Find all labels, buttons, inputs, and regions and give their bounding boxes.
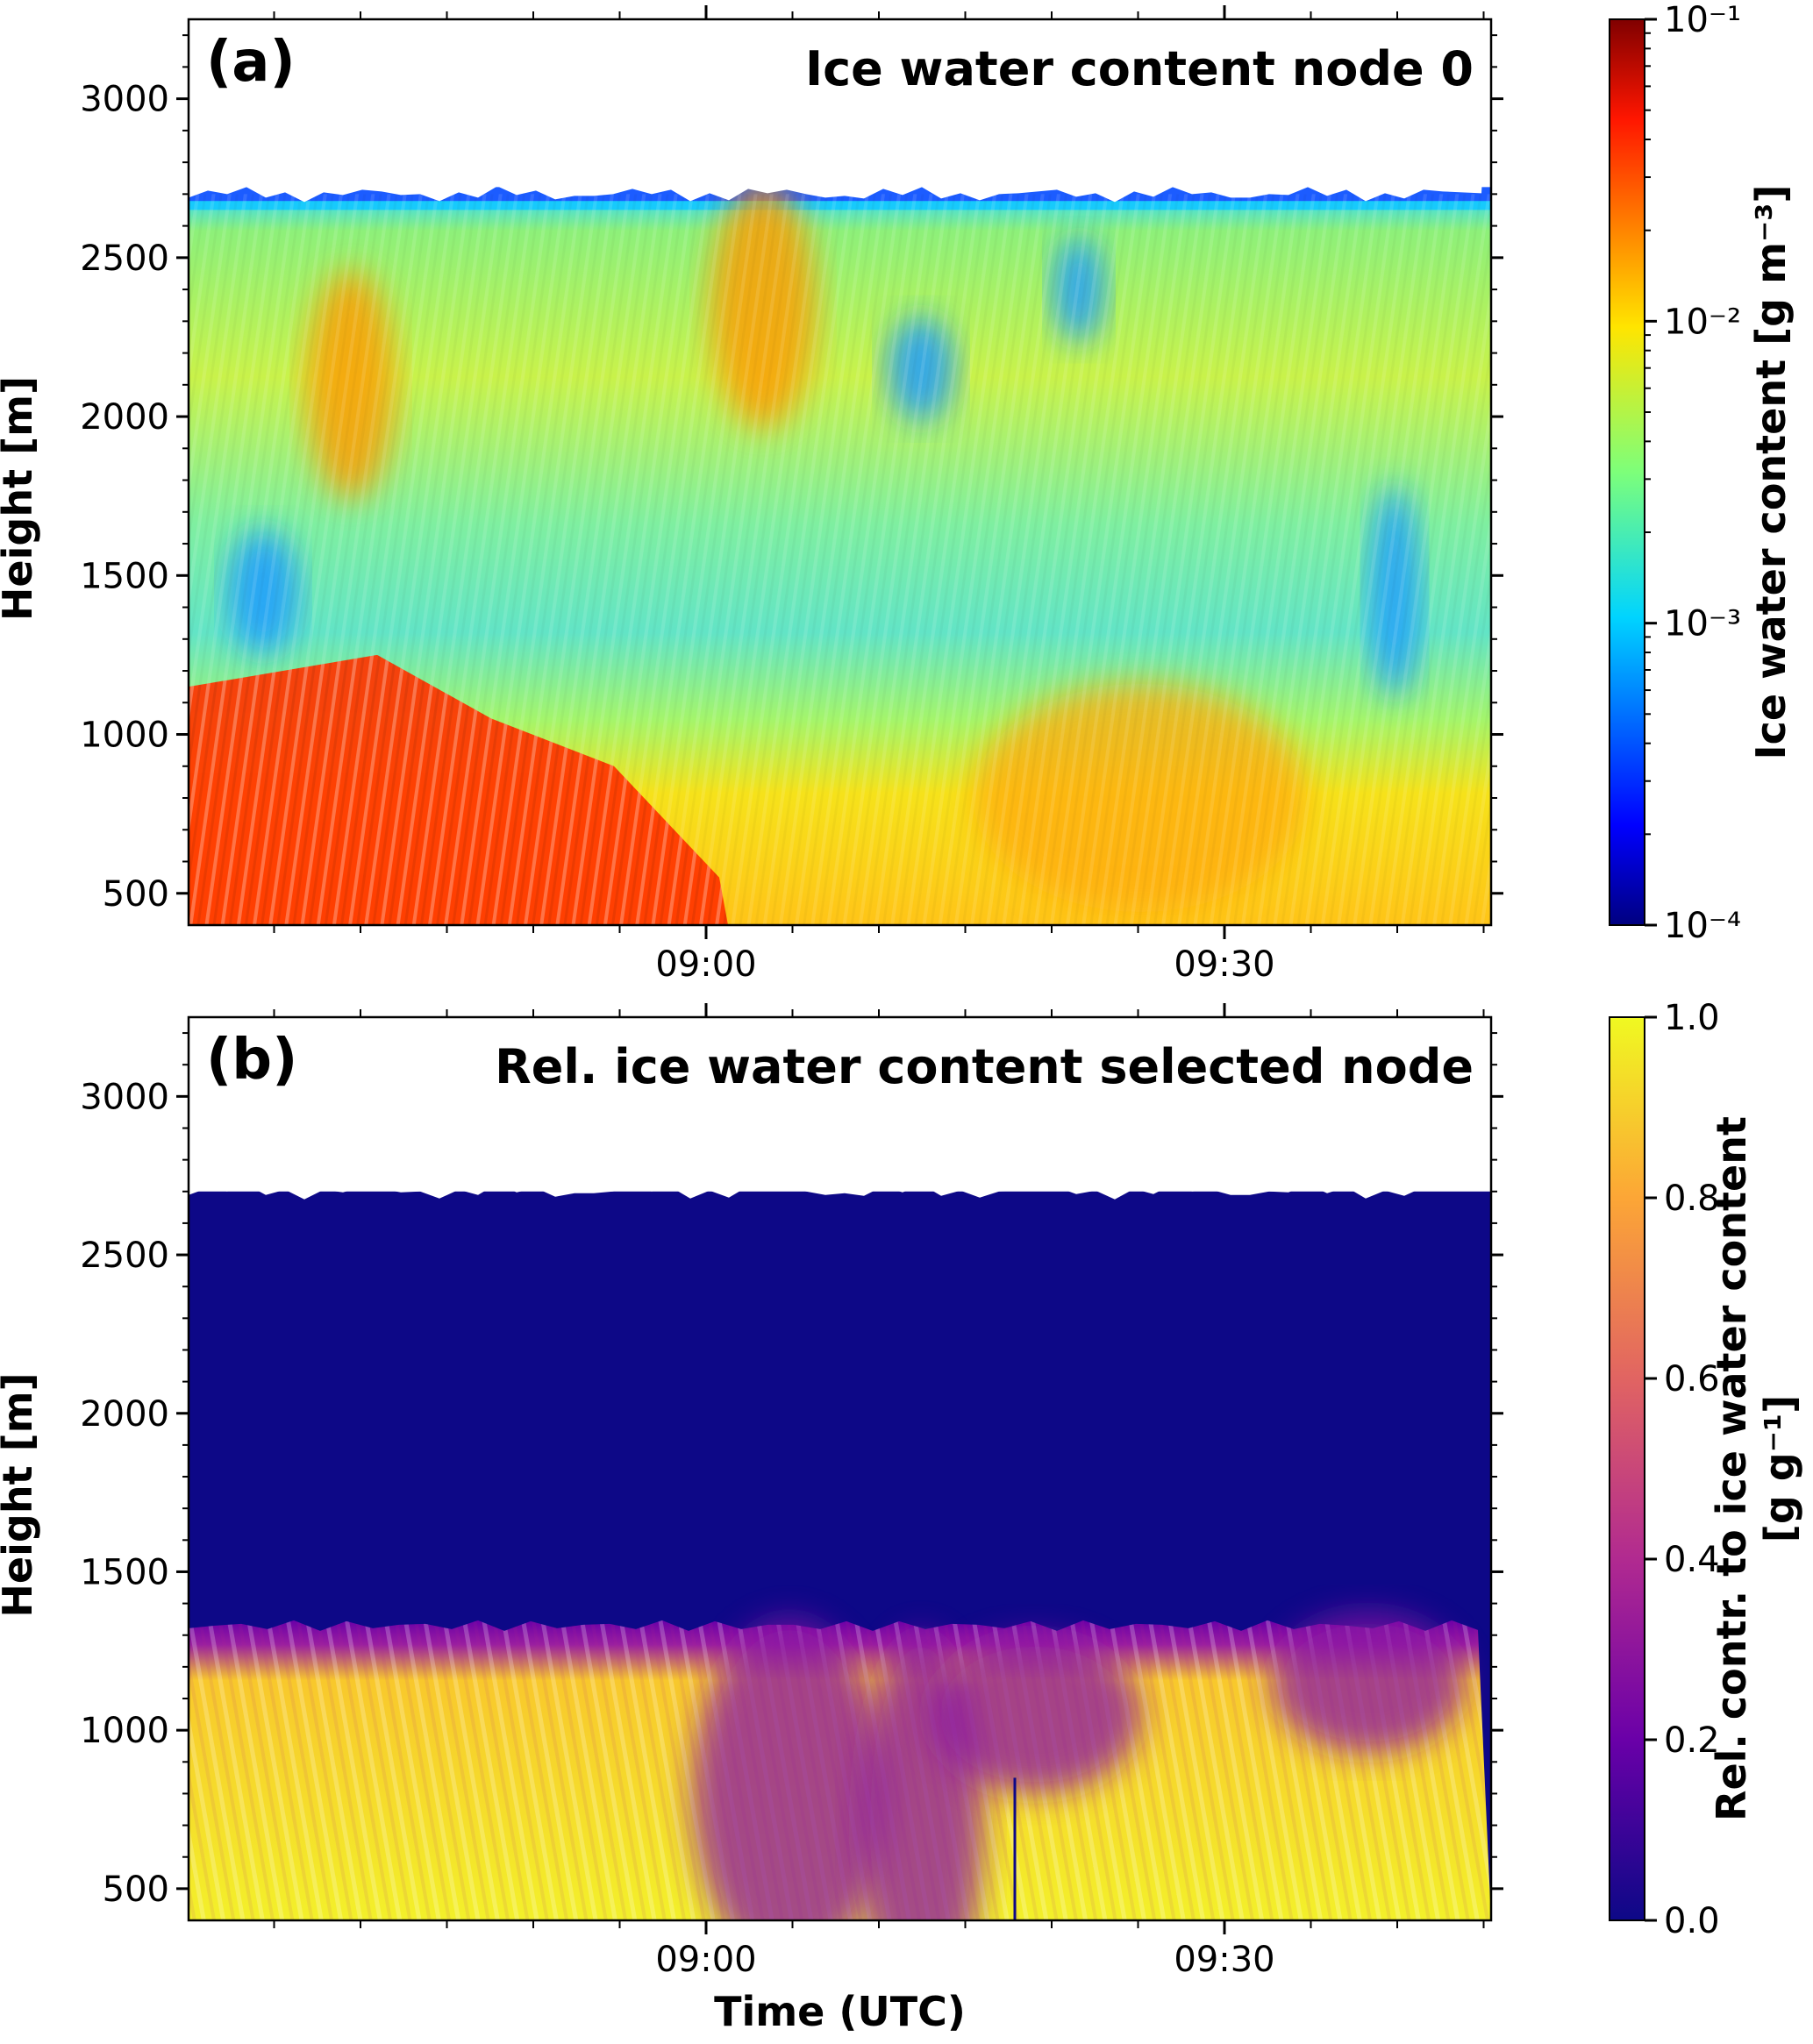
colorbar-b-tick-label-1: 0.2 — [1664, 1720, 1720, 1761]
panel-a-axes-frame — [187, 18, 1493, 927]
colorbar-b-label-line1: Rel. contr. to ice water content — [1708, 1116, 1755, 1821]
panel-a-heatmap-field — [189, 19, 1491, 925]
panel-a-texture — [189, 194, 1491, 925]
panel-b-reduced-contribution-patch-0 — [693, 1618, 886, 1920]
panel-a-y-tick-label-500: 500 — [103, 874, 169, 915]
panel-b-reduced-contribution-patch-2 — [1272, 1612, 1465, 1753]
colorbar-b-tick-label-0: 0.0 — [1664, 1901, 1720, 1941]
colorbar-a-tick-label-1: 10⁻³ — [1664, 604, 1741, 645]
panel-b-ticks: 500 1000 1500 2000 2500 3000 09:00 09:30 — [80, 1003, 1503, 1980]
colorbar-b-tick-label-5: 1.0 — [1664, 998, 1720, 1038]
panel-b-y-tick-label-2500: 2500 — [80, 1236, 169, 1276]
panel-a-y-tick-label-3000: 3000 — [80, 80, 169, 120]
panel-b-title: Rel. ice water content selected node — [495, 1039, 1474, 1094]
colorbar-a-gradient — [1609, 18, 1645, 926]
panel-b-x-tick-label-1: 09:30 — [1174, 1940, 1274, 1980]
panel-a-label: (a) — [206, 30, 296, 95]
panel-a-clear-sky — [189, 19, 1491, 203]
colorbar-a: 10⁻⁴ 10⁻³ 10⁻² 10⁻¹ Ice water content [g m⁻… — [1609, 0, 1795, 946]
panel-a-y-tick-label-1000: 1000 — [80, 716, 169, 756]
colorbar-b-tick-label-3: 0.6 — [1664, 1359, 1720, 1399]
colorbar-b: 0.0 0.2 0.4 0.6 0.8 1.0 Rel. contr. to ice wa… — [1609, 998, 1803, 1941]
colorbar-a-ticks: 10⁻⁴ 10⁻³ 10⁻² 10⁻¹ — [1645, 0, 1741, 946]
panel-b-reduced-contribution-patch-3 — [930, 1635, 1140, 1794]
panel-a-x-tick-label-0: 09:00 — [655, 944, 756, 985]
panel-a-y-axis-label: Height [m] — [0, 376, 41, 621]
colorbar-b-tick-label-2: 0.4 — [1664, 1540, 1720, 1580]
colorbar-b-gradient — [1609, 1016, 1645, 1921]
panel-a-title: Ice water content node 0 — [805, 41, 1474, 96]
panel-b-x-tick-label-0: 09:00 — [655, 1940, 756, 1980]
panel-b-y-tick-label-2000: 2000 — [80, 1394, 169, 1435]
panel-a-ticks: 500 1000 1500 2000 2500 3000 09:00 09:30 — [80, 5, 1503, 985]
colorbar-a-tick-label-0: 10⁻⁴ — [1664, 906, 1741, 946]
colorbar-b-tick-label-4: 0.8 — [1664, 1179, 1720, 1219]
panel-b-relative-ice-water-content: 500 1000 1500 2000 2500 3000 09:00 09:30 (b) Re… — [0, 1003, 1503, 2035]
panel-b-clear-sky — [189, 1017, 1491, 1200]
panel-a-y-tick-label-1500: 1500 — [80, 556, 169, 596]
panel-b-y-tick-label-3000: 3000 — [80, 1077, 169, 1117]
panel-b-y-tick-label-1500: 1500 — [80, 1552, 169, 1592]
panel-b-y-tick-label-1000: 1000 — [80, 1711, 169, 1751]
panel-a-x-tick-label-1: 09:30 — [1174, 944, 1274, 985]
panel-b-y-tick-label-500: 500 — [103, 1870, 169, 1910]
panel-b-heatmap-field — [189, 1017, 1491, 1920]
panel-a-y-tick-label-2000: 2000 — [80, 397, 169, 438]
panel-a-y-tick-label-2500: 2500 — [80, 239, 169, 279]
colorbar-a-tick-label-3: 10⁻¹ — [1664, 0, 1741, 40]
panel-b-label: (b) — [206, 1028, 297, 1093]
colorbar-b-label-line2: [g g⁻¹] — [1756, 1395, 1803, 1542]
panel-a-ice-water-content: 500 1000 1500 2000 2500 3000 09:00 09:30 (a) Ic… — [0, 5, 1503, 985]
colorbar-a-label: Ice water content [g m⁻³] — [1747, 185, 1795, 760]
colorbar-b-ticks: 0.0 0.2 0.4 0.6 0.8 1.0 — [1645, 998, 1720, 1941]
panel-b-axes-frame — [187, 1015, 1493, 1922]
panel-b-y-axis-label: Height [m] — [0, 1372, 41, 1617]
colorbar-a-tick-label-2: 10⁻² — [1664, 302, 1741, 342]
panel-b-x-axis-label: Time (UTC) — [714, 1988, 966, 2035]
